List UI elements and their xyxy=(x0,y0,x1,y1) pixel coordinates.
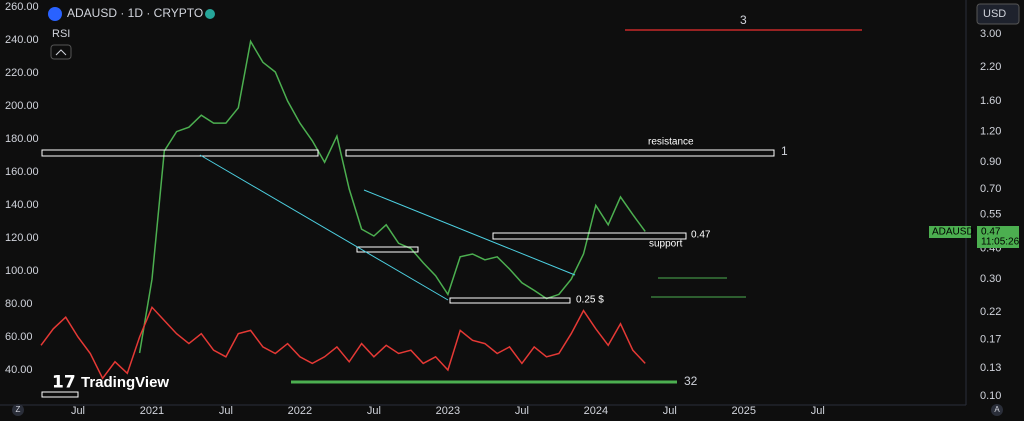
annotation: 0.25 $ xyxy=(576,295,604,306)
x-tick-label: 2022 xyxy=(288,405,312,417)
series-line xyxy=(138,39,646,354)
x-tick-label: 2025 xyxy=(732,405,756,417)
annotation: 1 xyxy=(781,144,788,158)
y2-tick-label: 0.70 xyxy=(980,183,1001,195)
button[interactable] xyxy=(12,404,24,416)
annotation: resistance xyxy=(648,137,694,148)
x-tick-label: Jul xyxy=(367,405,381,417)
y-tick-label: 200.00 xyxy=(5,100,39,112)
series-line xyxy=(40,305,646,380)
currency-label: USD xyxy=(983,8,1006,20)
annotation: 32 xyxy=(684,374,698,388)
y2-tick-label: 2.20 xyxy=(980,61,1001,73)
y-tick-label: 80.00 xyxy=(5,298,33,310)
y-tick-label: 260.00 xyxy=(5,1,39,13)
y2-tick-label: 0.55 xyxy=(980,209,1001,221)
drawing-box xyxy=(41,149,319,157)
collapse-icon xyxy=(55,49,67,56)
annotation: support xyxy=(649,239,683,250)
y2-tick-label: 3.00 xyxy=(980,28,1001,40)
y-tick-label: 140.00 xyxy=(5,199,39,211)
y-tick-label: 100.00 xyxy=(5,265,39,277)
x-tick-label: Jul xyxy=(219,405,233,417)
y-tick-label: 160.00 xyxy=(5,166,39,178)
y-tick-label: 120.00 xyxy=(5,232,39,244)
y2-tick-label: 1.20 xyxy=(980,125,1001,137)
symbol-icon xyxy=(48,7,62,21)
y-tick-label: 240.00 xyxy=(5,34,39,46)
trend-line xyxy=(363,189,576,276)
drawing-box xyxy=(345,149,775,157)
y-tick-label: 220.00 xyxy=(5,67,39,79)
collapse-button[interactable] xyxy=(50,44,72,60)
button-label: A xyxy=(994,405,1000,414)
price-badge-value: 0.47 xyxy=(981,227,1001,238)
drawing-box xyxy=(492,232,687,240)
status-dot xyxy=(205,9,215,19)
price-badge-time: 11:05:26 xyxy=(981,237,1020,248)
y2-tick-label: 0.13 xyxy=(980,362,1001,374)
brand-logo-mark: 𝟭𝟳 xyxy=(52,372,76,391)
y-tick-label: 180.00 xyxy=(5,133,39,145)
y-tick-label: 40.00 xyxy=(5,364,33,376)
price-badge xyxy=(977,226,1019,248)
drawing-box xyxy=(449,297,571,304)
symbol-badge xyxy=(929,226,971,238)
y2-tick-label: 0.10 xyxy=(980,390,1001,402)
brand-logo: TradingView xyxy=(81,374,169,391)
x-tick-label: Jul xyxy=(811,405,825,417)
button-label: Z xyxy=(16,405,21,414)
drawing-box xyxy=(356,246,419,253)
x-tick-label: 2021 xyxy=(140,405,164,417)
y2-tick-label: 0.30 xyxy=(980,273,1001,285)
indicator-label: RSI xyxy=(52,28,70,40)
annotation: 3 xyxy=(740,13,747,27)
y-tick-label: 60.00 xyxy=(5,331,33,343)
symbol-badge-label: ADAUSD xyxy=(932,227,974,238)
annotation: 0.47 xyxy=(691,230,711,241)
currency-button[interactable] xyxy=(976,3,1020,25)
x-tick-label: 2023 xyxy=(436,405,460,417)
y2-tick-label: 0.22 xyxy=(980,306,1001,318)
x-tick-label: Jul xyxy=(71,405,85,417)
y2-tick-label: 0.17 xyxy=(980,334,1001,346)
y2-tick-label: 0.90 xyxy=(980,156,1001,168)
x-tick-label: 2024 xyxy=(584,405,608,417)
drawing-box xyxy=(41,391,79,398)
trend-line xyxy=(199,154,449,301)
button[interactable] xyxy=(991,404,1003,416)
x-tick-label: Jul xyxy=(663,405,677,417)
symbol-title[interactable]: ADAUSD · 1D · CRYPTO xyxy=(67,6,203,20)
y2-tick-label: 1.60 xyxy=(980,95,1001,107)
x-tick-label: Jul xyxy=(515,405,529,417)
